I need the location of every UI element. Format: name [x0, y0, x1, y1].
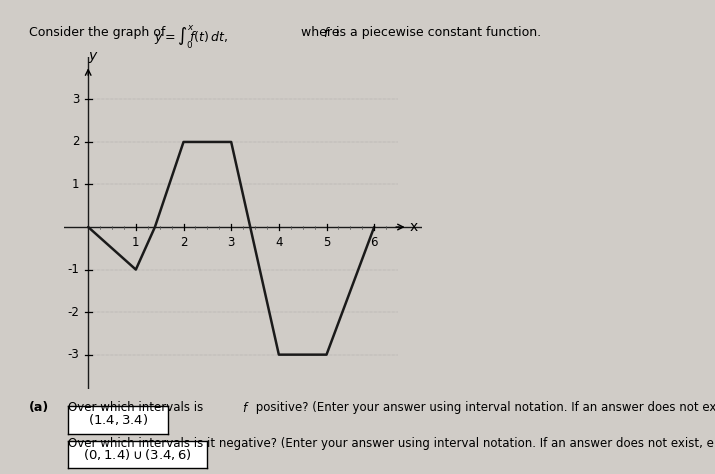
Text: 2: 2 [179, 237, 187, 249]
Text: where: where [297, 26, 343, 39]
Text: 3: 3 [227, 237, 235, 249]
Text: (a): (a) [29, 401, 49, 413]
Text: 3: 3 [72, 93, 79, 106]
Text: is a piecewise constant function.: is a piecewise constant function. [332, 26, 541, 39]
Text: Consider the graph of: Consider the graph of [29, 26, 169, 39]
Text: 4: 4 [275, 237, 282, 249]
Text: $(1.4,3.4)$: $(1.4,3.4)$ [88, 412, 148, 428]
Text: Over which intervals is: Over which intervals is [68, 401, 207, 413]
Text: 6: 6 [370, 237, 378, 249]
Text: Over which intervals is it negative? (Enter your answer using interval notation.: Over which intervals is it negative? (En… [68, 437, 715, 450]
Text: 1: 1 [72, 178, 79, 191]
Text: -1: -1 [68, 263, 79, 276]
Text: x: x [410, 220, 418, 234]
Text: $(0,1.4)\cup(3.4,6)$: $(0,1.4)\cup(3.4,6)$ [83, 447, 192, 462]
Text: positive? (Enter your answer using interval notation. If an answer does not exis: positive? (Enter your answer using inter… [252, 401, 715, 413]
Text: 2: 2 [72, 136, 79, 148]
Text: $f$: $f$ [242, 401, 250, 415]
Text: 1: 1 [132, 237, 139, 249]
Text: -2: -2 [68, 306, 79, 319]
Text: -3: -3 [68, 348, 79, 361]
Text: 5: 5 [323, 237, 330, 249]
Text: y: y [89, 49, 97, 63]
Text: $f$: $f$ [323, 26, 331, 40]
Text: $y = \int_0^x\!\! f(t)\,dt,$: $y = \int_0^x\!\! f(t)\,dt,$ [154, 24, 227, 51]
